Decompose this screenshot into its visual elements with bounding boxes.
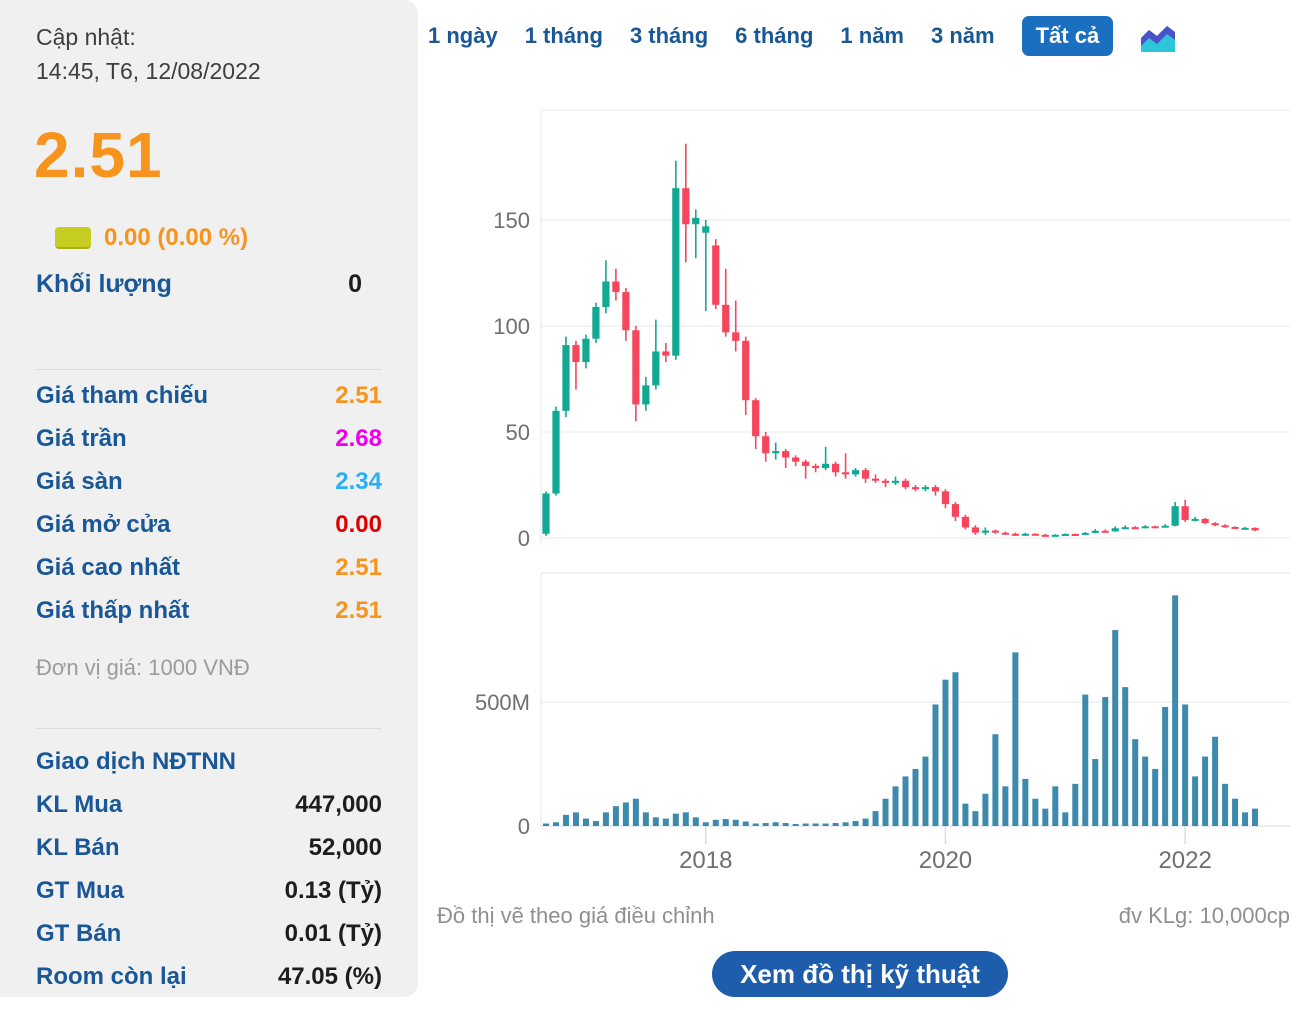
update-value: 14:45, T6, 12/08/2022 (36, 58, 261, 84)
row-label: GT Mua (36, 876, 124, 904)
table-row: Giá cao nhất 2.51 (36, 546, 382, 589)
table-row: GT Mua 0.13 (Tỷ) (36, 869, 382, 912)
volume-row: Khối lượng 0 (36, 270, 362, 299)
area-chart-icon[interactable] (1140, 19, 1176, 53)
row-value: 2.51 (335, 553, 382, 581)
row-label: Giá cao nhất (36, 553, 181, 581)
no-change-indicator-icon (55, 227, 91, 249)
quote-sidebar: Cập nhật: 14:45, T6, 12/08/2022 2.51 0.0… (0, 0, 418, 997)
row-value: 447,000 (295, 790, 382, 818)
row-label: Room còn lại (36, 962, 187, 990)
table-row: Giá tham chiếu 2.51 (36, 374, 382, 417)
tab-1-thang[interactable]: 1 tháng (524, 23, 603, 48)
svg-text:50: 50 (506, 420, 530, 445)
table-row: Giá mở cửa 0.00 (36, 503, 382, 546)
table-row: Giá thấp nhất 2.51 (36, 589, 382, 632)
row-value: 2.68 (335, 424, 382, 452)
table-row: KL Mua 447,000 (36, 783, 382, 826)
divider (36, 369, 382, 370)
svg-text:2020: 2020 (919, 847, 972, 874)
row-value: 0.00 (335, 510, 382, 538)
row-label: Giá thấp nhất (36, 596, 190, 624)
price-info-table: Giá tham chiếu 2.51 Giá trần 2.68 Giá sà… (36, 374, 382, 632)
foreign-trading-header: Giao dịch NĐTNN (36, 747, 237, 775)
tab-6-thang[interactable]: 6 tháng (735, 23, 814, 48)
technical-chart-button[interactable]: Xem đồ thị kỹ thuật (712, 951, 1008, 997)
table-row: KL Bán 52,000 (36, 826, 382, 869)
row-value: 2.34 (335, 467, 382, 495)
price-change-row: 0.00 (0.00 %) (55, 224, 248, 252)
row-value: 0.13 (Tỷ) (284, 876, 382, 904)
row-value: 47.05 (%) (277, 962, 382, 990)
tab-1-ngay[interactable]: 1 ngày (428, 23, 498, 48)
table-row: Giá sàn 2.34 (36, 460, 382, 503)
timeframe-tabs: 1 ngày 1 tháng 3 tháng 6 tháng 1 năm 3 n… (428, 16, 1176, 56)
tab-tat-ca-active[interactable]: Tất cả (1021, 16, 1114, 56)
svg-text:100: 100 (493, 314, 530, 339)
divider (36, 728, 382, 729)
row-value: 2.51 (335, 381, 382, 409)
row-label: Giá trần (36, 424, 127, 452)
volume-unit-note: đv KLg: 10,000cp (1118, 903, 1290, 928)
stock-chart-canvas[interactable]: 150 100 50 0 500M 0 2018 2020 2022 (418, 0, 1312, 880)
table-row: Giá trần 2.68 (36, 417, 382, 460)
svg-text:2022: 2022 (1158, 847, 1211, 874)
svg-text:150: 150 (493, 208, 530, 233)
row-label: GT Bán (36, 919, 122, 947)
update-timestamp: Cập nhật: 14:45, T6, 12/08/2022 (36, 20, 261, 88)
row-label: KL Mua (36, 790, 123, 818)
volume-label: Khối lượng (36, 270, 172, 298)
svg-text:2018: 2018 (679, 847, 732, 874)
svg-text:0: 0 (518, 526, 530, 551)
adjusted-price-note: Đồ thị vẽ theo giá điều chỉnh (437, 903, 715, 928)
row-label: Giá mở cửa (36, 510, 171, 538)
tab-1-nam[interactable]: 1 năm (840, 23, 904, 48)
price-unit-note: Đơn vị giá: 1000 VNĐ (36, 655, 250, 680)
update-label: Cập nhật: (36, 24, 136, 50)
row-value: 2.51 (335, 596, 382, 624)
tab-3-thang[interactable]: 3 tháng (629, 23, 709, 48)
chart-panel: 1 ngày 1 tháng 3 tháng 6 tháng 1 năm 3 n… (418, 0, 1312, 1010)
row-label: Giá sàn (36, 467, 123, 495)
row-label: Giá tham chiếu (36, 381, 209, 409)
current-price: 2.51 (34, 119, 163, 191)
row-value: 52,000 (308, 833, 382, 861)
foreign-trading-table: Giao dịch NĐTNN KL Mua 447,000 KL Bán 52… (36, 740, 382, 998)
tab-3-nam[interactable]: 3 năm (931, 23, 995, 48)
table-row: Room còn lại 47.05 (%) (36, 955, 382, 998)
table-row: GT Bán 0.01 (Tỷ) (36, 912, 382, 955)
volume-value: 0 (348, 270, 362, 298)
table-header-row: Giao dịch NĐTNN (36, 740, 382, 783)
svg-text:0: 0 (518, 814, 530, 839)
price-change-value: 0.00 (0.00 %) (104, 224, 249, 251)
svg-text:500M: 500M (475, 690, 530, 715)
row-label: KL Bán (36, 833, 120, 861)
row-value: 0.01 (Tỷ) (284, 919, 382, 947)
